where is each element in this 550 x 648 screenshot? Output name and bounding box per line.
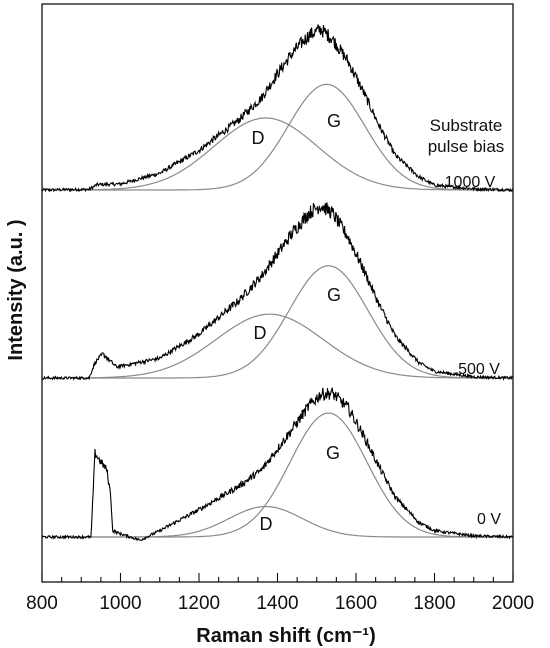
x-tick-label: 1600 <box>335 593 377 614</box>
g-band-fit-500v <box>73 265 513 379</box>
x-tick-label: 1000 <box>99 593 141 614</box>
d-peak-label: D <box>260 514 273 534</box>
x-tick-label: 1400 <box>256 593 298 614</box>
g-band-fit-0v <box>73 412 513 538</box>
g-peak-label: G <box>327 111 341 131</box>
x-axis-title: Raman shift (cm⁻¹) <box>196 625 375 647</box>
g-peak-label: G <box>327 285 341 305</box>
g-peak-label: G <box>326 443 340 463</box>
d-band-fit-500v <box>73 313 513 379</box>
bias-value-label: 1000 V <box>445 174 496 191</box>
x-tick-label: 800 <box>26 593 58 614</box>
bias-value-label: 0 V <box>477 511 501 528</box>
x-tick-label: 1800 <box>413 593 455 614</box>
bias-legend-title-line-2: pulse bias <box>428 137 505 156</box>
spectrum-1000v <box>41 24 514 193</box>
spectrum-500v <box>41 202 514 381</box>
plot-frame <box>41 3 514 583</box>
g-band-fit-1000v <box>73 83 513 191</box>
d-peak-label: D <box>254 323 267 343</box>
x-tick-label: 1200 <box>178 593 220 614</box>
bias-legend-title-line-1: Substrate <box>430 116 503 135</box>
d-peak-label: D <box>252 128 265 148</box>
bias-value-label: 500 V <box>458 361 500 378</box>
d-band-fit-1000v <box>73 117 513 191</box>
spectrum-0v <box>41 387 514 541</box>
x-tick-label: 2000 <box>492 593 534 614</box>
y-axis-title: Intensity (a.u. ) <box>5 219 27 360</box>
d-band-fit-0v <box>73 506 513 538</box>
